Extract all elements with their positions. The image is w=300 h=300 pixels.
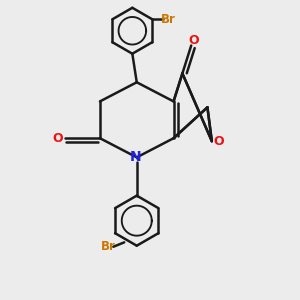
Text: Br: Br bbox=[161, 13, 176, 26]
Text: O: O bbox=[189, 34, 200, 47]
Text: N: N bbox=[130, 150, 141, 164]
Text: O: O bbox=[53, 132, 63, 145]
Text: Br: Br bbox=[100, 240, 116, 253]
Text: O: O bbox=[213, 135, 224, 148]
